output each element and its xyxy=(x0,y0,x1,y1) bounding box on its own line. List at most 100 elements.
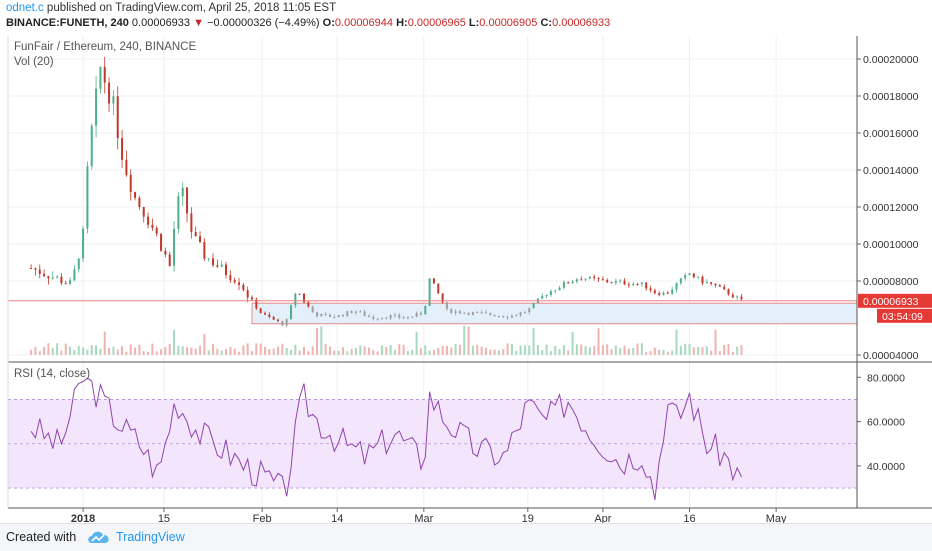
volume-bar xyxy=(493,349,496,355)
panel-frame xyxy=(7,36,932,509)
volume-bar xyxy=(424,345,427,355)
tradingview-link[interactable]: TradingView xyxy=(116,530,185,544)
tick-label: 80.0000 xyxy=(867,372,905,384)
volume-bar xyxy=(445,346,448,355)
candle-body xyxy=(558,287,561,291)
volume-bar xyxy=(636,343,639,355)
volume-bar xyxy=(69,346,72,355)
candle-body xyxy=(346,311,349,317)
candle-body xyxy=(73,269,76,281)
candle-body xyxy=(173,228,176,266)
candle-body xyxy=(112,96,115,104)
candle-body xyxy=(64,283,67,285)
volume-bar xyxy=(60,350,63,355)
candle-body xyxy=(623,280,626,285)
volume-label: Vol (20) xyxy=(14,56,54,68)
candle-body xyxy=(701,276,704,284)
volume-bar xyxy=(372,350,375,355)
candle-body xyxy=(34,268,37,270)
candle-body xyxy=(333,316,336,318)
candle-body xyxy=(476,312,479,314)
volume-bar xyxy=(112,346,115,355)
candle-body xyxy=(666,292,669,294)
volume-bar xyxy=(311,346,314,355)
tradingview-cloud-icon xyxy=(88,531,109,543)
chart-canvas[interactable]: 0.00020000 0.00018000 0.00016000 0.00014000… xyxy=(0,0,932,523)
volume-bar xyxy=(588,347,591,355)
candle-body xyxy=(212,258,215,266)
volume-bar xyxy=(510,343,513,355)
volume-bar xyxy=(476,344,479,355)
volume-bar xyxy=(528,345,531,355)
candle-body xyxy=(532,302,535,309)
candle-body xyxy=(281,321,284,326)
volume-bar xyxy=(151,343,154,355)
volume-bar xyxy=(428,350,431,355)
candle-body xyxy=(199,236,202,242)
volume-bar xyxy=(523,345,526,355)
candle-body xyxy=(134,192,137,198)
volume-bar xyxy=(43,346,46,355)
candle-body xyxy=(662,292,665,295)
candle-body xyxy=(376,318,379,320)
volume-bar xyxy=(398,344,401,355)
author-link[interactable]: odnet.c xyxy=(6,2,44,14)
candle-body xyxy=(658,293,661,295)
candle-body xyxy=(177,196,180,229)
candle-body xyxy=(640,282,643,285)
volume-bar xyxy=(567,350,570,355)
candle-body xyxy=(398,314,401,318)
volume-bar xyxy=(692,347,695,355)
candle-body xyxy=(298,293,301,295)
symbol-label: BINANCE:FUNETH, 240 xyxy=(6,17,129,29)
candle-body xyxy=(718,285,721,287)
candle-body xyxy=(710,282,713,284)
volume-bar xyxy=(324,343,327,355)
candle-body xyxy=(688,273,691,276)
candle-body xyxy=(484,312,487,314)
volume-bar xyxy=(328,346,331,355)
volume-bar xyxy=(363,346,366,355)
candle-body xyxy=(367,315,370,317)
candle-body xyxy=(632,284,635,286)
tick-label: Feb xyxy=(253,513,272,523)
candle-body xyxy=(588,276,591,279)
candle-body xyxy=(69,280,72,284)
volume-bar xyxy=(632,347,635,355)
volume-bar xyxy=(99,348,102,355)
candle-body xyxy=(723,286,726,290)
candle-body xyxy=(437,283,440,294)
volume-bar xyxy=(584,346,587,355)
candle-body xyxy=(30,268,33,270)
candle-body xyxy=(38,269,41,274)
candle-body xyxy=(489,313,492,316)
volume-bar xyxy=(34,346,37,355)
tick-label: 16 xyxy=(683,513,695,523)
candle-body xyxy=(545,294,548,296)
volume-bar xyxy=(376,351,379,355)
volume-bar xyxy=(116,349,119,355)
volume-bar xyxy=(285,348,288,355)
candle-body xyxy=(714,283,717,286)
volume-bar xyxy=(571,331,574,355)
candle-body xyxy=(90,125,93,167)
volume-bar xyxy=(147,351,150,355)
volume-bar xyxy=(489,349,492,355)
volume-bar xyxy=(272,348,275,355)
tick-label: 0.00016000 xyxy=(863,128,919,140)
candle-body xyxy=(121,138,124,160)
candle-body xyxy=(510,315,513,318)
volume-bar xyxy=(714,329,717,355)
candle-body xyxy=(138,197,141,207)
rsi-axis: 80.0000 60.0000 40.0000 xyxy=(857,372,905,473)
volume-bar xyxy=(705,346,708,355)
tick-label: 0.00018000 xyxy=(863,91,919,103)
volume-bar xyxy=(697,347,700,355)
volume-bar xyxy=(619,348,622,355)
volume-bar xyxy=(38,351,41,355)
volume-bar xyxy=(419,348,422,355)
candle-body xyxy=(151,224,154,229)
volume-bar xyxy=(658,349,661,355)
volume-bar xyxy=(190,347,193,355)
candle-body xyxy=(341,314,344,317)
